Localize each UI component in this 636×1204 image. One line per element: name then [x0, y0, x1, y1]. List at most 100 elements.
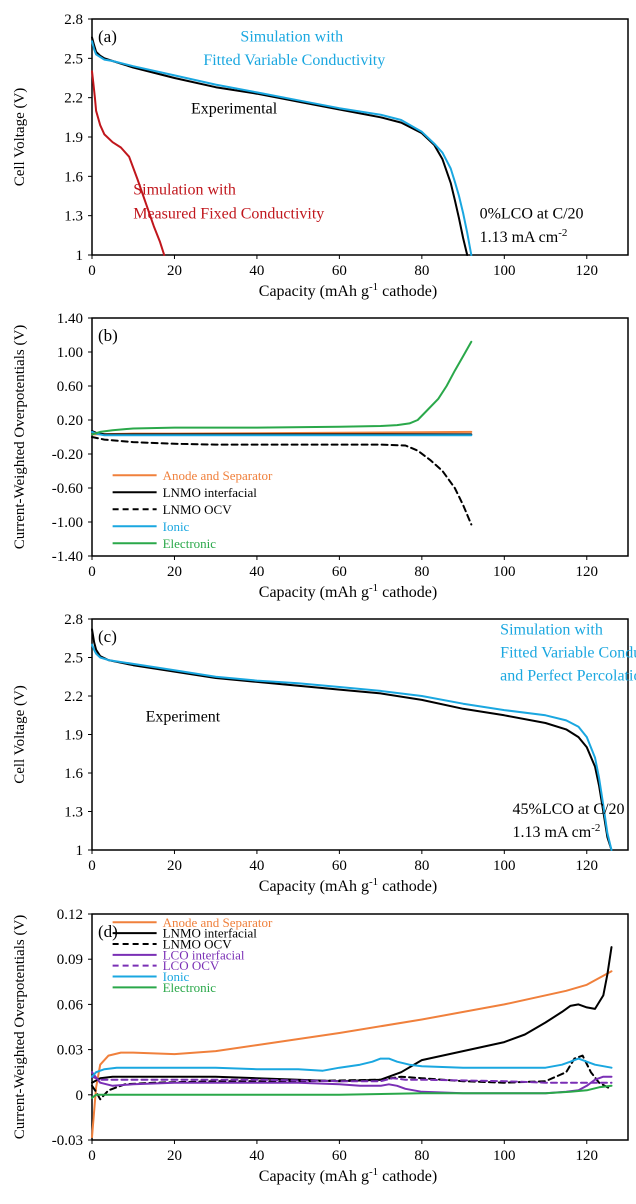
- series-line-lnmo_ocv: [91, 1054, 613, 1101]
- legend-label: LNMO interfacial: [163, 485, 258, 500]
- annotation-sup: -2: [591, 822, 600, 834]
- y-axis-title: Cell Voltage (V): [12, 88, 28, 187]
- x-axis-title-tail: cathode): [378, 283, 437, 300]
- y-tick-label: 0: [76, 1088, 84, 1104]
- y-tick-label: 1: [76, 843, 84, 859]
- series-line-lnmo_interfacial: [91, 946, 613, 1084]
- series-line-sim_fitted: [91, 40, 473, 256]
- annotation-sim_fitted_2: Fitted Variable Conductivity: [500, 645, 636, 662]
- y-tick-label: 0.60: [57, 379, 83, 395]
- series-line-ionic: [91, 430, 473, 437]
- y-tick-label: 1.9: [64, 728, 83, 744]
- y-tick-label: 0.06: [57, 997, 84, 1013]
- annotation-condition_2: 1.13 mA cm-2: [513, 822, 601, 841]
- y-axis-title: Current-Weighted Overpotentials (V): [12, 325, 28, 550]
- annotation-main: 1.13 mA cm: [480, 229, 559, 246]
- annotation-main: 1.13 mA cm: [513, 824, 592, 841]
- x-axis-title-main: Capacity (mAh g: [259, 1168, 369, 1185]
- x-tick-label: 120: [576, 1148, 599, 1164]
- y-tick-label: 1: [76, 248, 84, 264]
- annotation-sim_fitted_1: Simulation with: [500, 621, 603, 638]
- legend-label: LNMO interfacial: [163, 926, 258, 941]
- x-tick-label: 0: [88, 564, 96, 580]
- legend-label: LNMO OCV: [163, 936, 233, 951]
- x-tick-label: 20: [167, 858, 182, 874]
- annotation-sim_fitted_1: Simulation with: [240, 28, 343, 45]
- x-tick-label: 40: [249, 1148, 264, 1164]
- x-axis-title-sup: -1: [369, 582, 378, 594]
- y-tick-label: 2.2: [64, 91, 83, 107]
- x-tick-label: 0: [88, 263, 96, 279]
- series-line-lco_ocv: [91, 1075, 613, 1084]
- x-tick-label: 0: [88, 1148, 96, 1164]
- annotation-condition_1: 45%LCO at C/20: [513, 801, 625, 818]
- series-line-ionic: [91, 1057, 613, 1078]
- y-axis-title: Cell Voltage (V): [12, 685, 28, 784]
- x-tick-label: 60: [332, 263, 347, 279]
- legend-label: Electronic: [163, 536, 217, 551]
- x-axis-title-sup: -1: [369, 281, 378, 293]
- x-tick-label: 60: [332, 858, 347, 874]
- y-tick-label: 2.5: [64, 51, 83, 67]
- annotation-experiment: Experiment: [146, 709, 221, 726]
- x-axis-title-main: Capacity (mAh g: [259, 283, 369, 300]
- annotation-sim_fitted_3: and Perfect Percolation: [500, 668, 636, 685]
- y-tick-label: 2.2: [64, 689, 83, 705]
- annotation-sim_fitted_2: Fitted Variable Conductivity: [203, 52, 385, 69]
- y-tick-label: 2.8: [64, 612, 83, 628]
- x-tick-label: 40: [249, 263, 264, 279]
- y-tick-label: -1.40: [52, 549, 83, 565]
- x-tick-label: 80: [414, 858, 429, 874]
- y-tick-label: -0.60: [52, 481, 83, 497]
- panel-a: 0 20 40 60 80 100 120 1 1.3 1.6 1.9 2.2 2.5 2.8 Capaci…: [12, 12, 629, 300]
- panel-c: 0 20 40 60 80 100 120 1 1.3 1.6 1.9 2.2 2.5 2.8 Capaci…: [12, 612, 636, 895]
- x-axis-title-main: Capacity (mAh g: [259, 878, 369, 895]
- x-tick-label: 40: [249, 858, 264, 874]
- x-tick-label: 0: [88, 858, 96, 874]
- x-axis-title-main: Capacity (mAh g: [259, 584, 369, 601]
- annotation-condition_2: 1.13 mA cm-2: [480, 227, 568, 246]
- x-tick-label: 20: [167, 1148, 182, 1164]
- legend-label: Anode and Separator: [163, 468, 273, 483]
- y-tick-label: 0.09: [57, 952, 83, 968]
- x-tick-label: 100: [493, 564, 516, 580]
- legend-label: LCO interfacial: [163, 947, 245, 962]
- y-axis-title: Current-Weighted Overpotentials (V): [12, 915, 28, 1140]
- x-tick-label: 60: [332, 564, 347, 580]
- x-tick-label: 100: [493, 858, 516, 874]
- x-axis-title: Capacity (mAh g-1 cathode): [259, 876, 437, 895]
- y-tick-label: 1.40: [57, 311, 83, 327]
- series-line-electronic: [91, 340, 473, 436]
- y-tick-label: 1.3: [64, 209, 83, 225]
- y-tick-label: 0.03: [57, 1043, 83, 1059]
- series-line-lco_interfacial: [91, 1071, 613, 1095]
- x-tick-label: 100: [493, 263, 516, 279]
- y-tick-label: 1.9: [64, 130, 83, 146]
- y-tick-label: -0.03: [52, 1133, 83, 1149]
- y-tick-label: 0.12: [57, 907, 83, 923]
- x-tick-label: 80: [414, 263, 429, 279]
- panel-d: 0 20 40 60 80 100 120 -0.03 0 0.03 0.06 0.09 0.12 Cap…: [12, 907, 629, 1185]
- y-tick-label: -1.00: [52, 515, 83, 531]
- y-tick-label: 0.20: [57, 413, 83, 429]
- x-tick-label: 120: [576, 564, 599, 580]
- x-tick-label: 80: [414, 564, 429, 580]
- series-line-experimental: [91, 36, 469, 256]
- legend-label: Anode and Separator: [163, 915, 273, 930]
- panel-label: (a): [98, 27, 117, 46]
- series-line-sim_measured: [91, 70, 166, 256]
- annotation-sim_measured_1: Simulation with: [133, 182, 236, 199]
- x-tick-label: 20: [167, 564, 182, 580]
- series-line-anode_separator: [91, 970, 613, 1138]
- legend-label: Ionic: [163, 969, 190, 984]
- y-tick-label: -0.20: [52, 447, 83, 463]
- x-tick-label: 20: [167, 263, 182, 279]
- y-tick-label: 1.3: [64, 805, 83, 821]
- legend-label: LCO OCV: [163, 958, 220, 973]
- series-line-electronic: [91, 1084, 613, 1099]
- plot-frame: [91, 913, 629, 1141]
- x-axis-title-tail: cathode): [378, 584, 437, 601]
